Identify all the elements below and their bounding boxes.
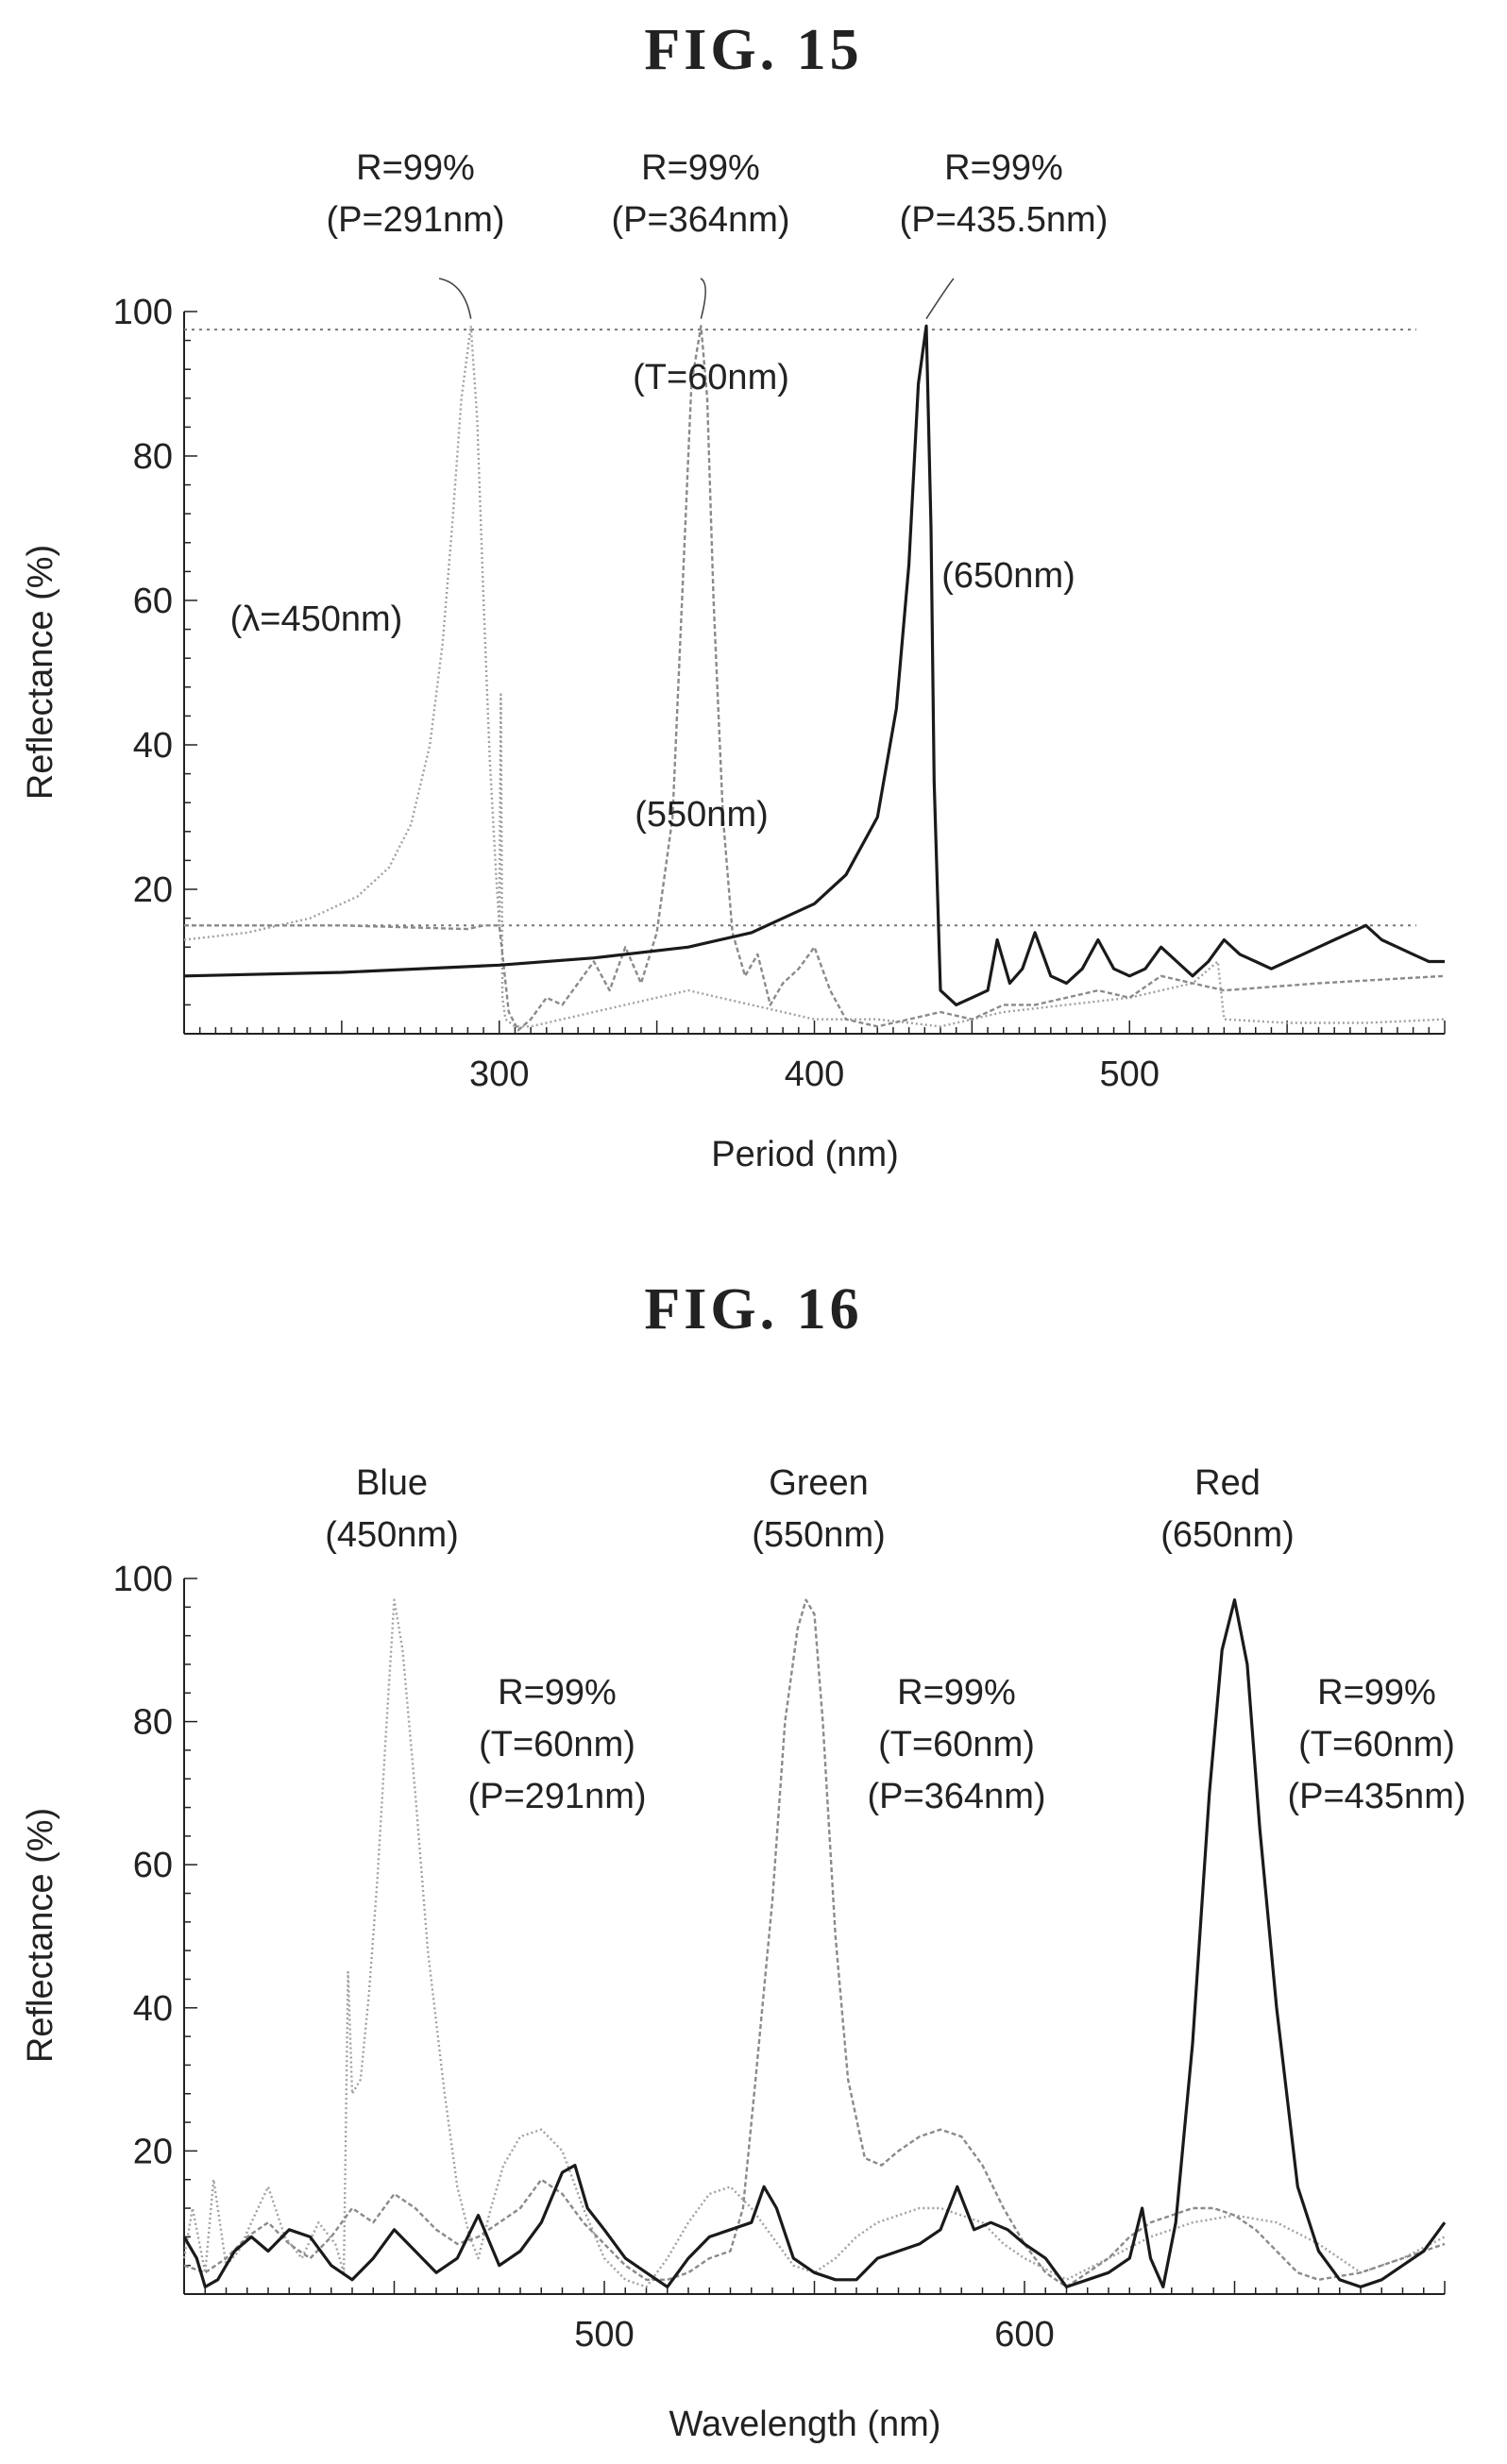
x-tick-label: 300	[469, 1055, 529, 1094]
x-tick-label: 500	[574, 2315, 634, 2354]
annotation-label: (T=60nm)	[1298, 1725, 1455, 1764]
annotation-label: (650nm)	[1160, 1515, 1295, 1555]
annotation-label: (T=60nm)	[878, 1725, 1035, 1764]
y-tick-label: 80	[133, 1703, 173, 1743]
x-axis-label: Period (nm)	[711, 1135, 899, 1174]
series-line-2	[184, 325, 1446, 1032]
annotation-label: R=99%	[897, 1673, 1016, 1713]
series-line-1	[182, 1598, 1446, 2288]
annotation-label: (550nm)	[752, 1515, 886, 1555]
y-tick-label: 100	[113, 1560, 173, 1599]
annotation-label: (P=291nm)	[326, 200, 504, 240]
y-tick-label: 20	[133, 870, 173, 910]
annotation-leader	[925, 278, 955, 320]
annotation-label: (P=435nm)	[1287, 1777, 1465, 1816]
annotation-label: (P=364nm)	[867, 1777, 1045, 1816]
annotation-label: (P=435.5nm)	[900, 200, 1109, 240]
x-axis-label: Wavelength (nm)	[669, 2405, 941, 2444]
y-axis-label: Reflectance (%)	[21, 1808, 60, 2063]
y-tick-label: 40	[133, 1989, 173, 2029]
annotation-label: R=99%	[944, 148, 1063, 188]
annotation-label: (P=291nm)	[467, 1777, 646, 1816]
annotation-label: R=99%	[498, 1673, 617, 1713]
series-line-2	[183, 1598, 1446, 2288]
y-tick-label: 100	[113, 293, 173, 332]
annotation-label: (T=60nm)	[479, 1725, 635, 1764]
y-axis-label: Reflectance (%)	[21, 545, 60, 800]
figure-15-title: FIG. 15	[644, 18, 863, 82]
y-tick-label: 60	[133, 582, 173, 621]
annotation-label: R=99%	[641, 148, 760, 188]
series-line-3	[183, 324, 1445, 1007]
annotation-label: (650nm)	[941, 556, 1075, 596]
annotation-label: R=99%	[1317, 1673, 1436, 1713]
annotation-label: (450nm)	[325, 1515, 459, 1555]
y-tick-label: 60	[133, 1846, 173, 1885]
annotation-label: Green	[769, 1463, 869, 1503]
x-tick-label: 400	[785, 1055, 844, 1094]
series-line-3	[182, 1598, 1447, 2288]
x-tick-label: 600	[994, 2315, 1054, 2354]
figure-16-title: FIG. 16	[644, 1277, 863, 1342]
annotation-label: Blue	[356, 1463, 428, 1503]
annotation-label: (λ=450nm)	[230, 599, 403, 639]
annotation-leader	[700, 278, 706, 319]
y-tick-label: 80	[133, 437, 173, 477]
annotation-label: R=99%	[356, 148, 475, 188]
annotation-label: (T=60nm)	[633, 358, 789, 397]
y-tick-label: 40	[133, 726, 173, 766]
annotation-label: (P=364nm)	[611, 200, 789, 240]
annotation-label: (550nm)	[635, 795, 769, 835]
series-line-1	[183, 325, 1446, 1028]
x-tick-label: 500	[1100, 1055, 1160, 1094]
annotation-label: Red	[1194, 1463, 1261, 1503]
y-tick-label: 20	[133, 2132, 173, 2171]
annotation-leader	[438, 278, 472, 319]
